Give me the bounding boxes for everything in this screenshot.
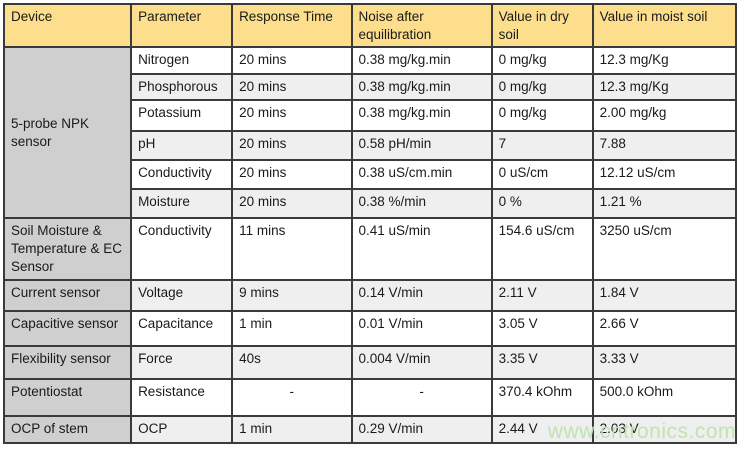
response-time-cell: - xyxy=(231,377,353,417)
table-row: Soil Moisture & Temperature & EC Sensor … xyxy=(2,216,738,281)
parameter-cell: Force xyxy=(130,344,234,380)
header-response-time: Response Time xyxy=(231,2,353,49)
device-cell-potentiostat: Potentiostat xyxy=(2,377,133,417)
dry-value-cell: 3.05 V xyxy=(490,309,594,347)
moist-value-cell: 2.03 V xyxy=(591,414,738,444)
parameter-cell: Voltage xyxy=(130,278,234,312)
dry-value-cell: 0 mg/kg xyxy=(490,98,594,132)
moist-value-cell: 500.0 kOhm xyxy=(591,377,738,417)
dry-value-cell: 154.6 uS/cm xyxy=(490,216,594,281)
dry-value-cell: 3.35 V xyxy=(490,344,594,380)
device-cell-current-sensor: Current sensor xyxy=(2,278,133,312)
table-row: pH 20 mins 0.58 pH/min 7 7.88 xyxy=(4,129,738,161)
header-noise: Noise after equilibration xyxy=(350,2,493,49)
device-cell-ocp-of-stem: OCP of stem xyxy=(2,414,133,444)
noise-cell: 0.58 pH/min xyxy=(350,129,493,161)
device-cell-capacitive-sensor: Capacitive sensor xyxy=(2,309,133,347)
dry-value-cell: 2.44 V xyxy=(490,414,594,444)
table-row: Capacitive sensor Capacitance 1 min 0.01… xyxy=(2,309,738,347)
moist-value-cell: 1.21 % xyxy=(591,187,738,219)
dry-value-cell: 0 uS/cm xyxy=(490,158,594,190)
table-row: Flexibility sensor Force 40s 0.004 V/min… xyxy=(2,344,738,380)
response-time-cell: 11 mins xyxy=(231,216,353,281)
parameter-cell: Nitrogen xyxy=(130,46,234,76)
sensor-comparison-table: Device Parameter Response Time Noise aft… xyxy=(2,2,738,444)
dry-value-cell: 370.4 kOhm xyxy=(490,377,594,417)
parameter-cell: Potassium xyxy=(130,98,234,132)
noise-cell: 0.004 V/min xyxy=(350,344,493,380)
table-row: Conductivity 20 mins 0.38 uS/cm.min 0 uS… xyxy=(4,158,738,190)
dry-value-cell: 0 mg/kg xyxy=(490,46,594,76)
response-time-cell: 20 mins xyxy=(231,98,353,132)
dry-value-cell: 7 xyxy=(490,129,594,161)
parameter-cell: Resistance xyxy=(130,377,234,417)
noise-cell: 0.38 uS/cm.min xyxy=(350,158,493,190)
parameter-cell: pH xyxy=(130,129,234,161)
table-row: 5-probe NPK sensor Nitrogen 20 mins 0.38… xyxy=(2,46,738,219)
response-time-cell: 20 mins xyxy=(231,46,353,76)
noise-cell: 0.14 V/min xyxy=(350,278,493,312)
table-row: Phosphorous 20 mins 0.38 mg/kg.min 0 mg/… xyxy=(4,73,738,101)
parameter-cell: Phosphorous xyxy=(130,73,234,101)
moist-value-cell: 12.3 mg/Kg xyxy=(591,73,738,101)
parameter-cell: Moisture xyxy=(130,187,234,219)
noise-cell: - xyxy=(350,377,493,417)
moist-value-cell: 2.00 mg/kg xyxy=(591,98,738,132)
noise-cell: 0.38 mg/kg.min xyxy=(350,46,493,76)
device-cell-5-probe-npk-sensor: 5-probe NPK sensor xyxy=(2,46,133,219)
device-cell-soil-moisture-temperature-ec-sensor: Soil Moisture & Temperature & EC Sensor xyxy=(2,216,133,281)
table-row: Moisture 20 mins 0.38 %/min 0 % 1.21 % xyxy=(4,187,738,219)
noise-cell: 0.41 uS/min xyxy=(350,216,493,281)
header-device: Device xyxy=(2,2,133,49)
noise-cell: 0.38 mg/kg.min xyxy=(350,98,493,132)
moist-value-cell: 1.84 V xyxy=(591,278,738,312)
parameter-cell: Capacitance xyxy=(130,309,234,347)
noise-cell: 0.01 V/min xyxy=(350,309,493,347)
response-time-cell: 20 mins xyxy=(231,129,353,161)
header-value-moist: Value in moist soil xyxy=(591,2,738,49)
table-row: OCP of stem OCP 1 min 0.29 V/min 2.44 V … xyxy=(2,414,738,444)
parameter-cell: OCP xyxy=(130,414,234,444)
parameter-cell: Conductivity xyxy=(130,158,234,190)
response-time-cell: 1 min xyxy=(231,414,353,444)
moist-value-cell: 3250 uS/cm xyxy=(591,216,738,281)
response-time-cell: 9 mins xyxy=(231,278,353,312)
noise-cell: 0.38 %/min xyxy=(350,187,493,219)
moist-value-cell: 2.66 V xyxy=(591,309,738,347)
moist-value-cell: 7.88 xyxy=(591,129,738,161)
header-value-dry: Value in dry soil xyxy=(490,2,594,49)
table-row: Current sensor Voltage 9 mins 0.14 V/min… xyxy=(2,278,738,312)
table-row: Potassium 20 mins 0.38 mg/kg.min 0 mg/kg… xyxy=(4,98,738,132)
device-cell-flexibility-sensor: Flexibility sensor xyxy=(2,344,133,380)
response-time-cell: 40s xyxy=(231,344,353,380)
parameter-cell: Conductivity xyxy=(130,216,234,281)
dry-value-cell: 2.11 V xyxy=(490,278,594,312)
table-row: Potentiostat Resistance - - 370.4 kOhm 5… xyxy=(2,377,738,417)
response-time-cell: 20 mins xyxy=(231,73,353,101)
response-time-cell: 20 mins xyxy=(231,158,353,190)
header-row: Device Parameter Response Time Noise aft… xyxy=(2,2,738,49)
header-parameter: Parameter xyxy=(130,2,234,49)
noise-cell: 0.29 V/min xyxy=(350,414,493,444)
dry-value-cell: 0 mg/kg xyxy=(490,73,594,101)
noise-cell: 0.38 mg/kg.min xyxy=(350,73,493,101)
moist-value-cell: 3.33 V xyxy=(591,344,738,380)
dry-value-cell: 0 % xyxy=(490,187,594,219)
moist-value-cell: 12.12 uS/cm xyxy=(591,158,738,190)
response-time-cell: 20 mins xyxy=(231,187,353,219)
response-time-cell: 1 min xyxy=(231,309,353,347)
moist-value-cell: 12.3 mg/Kg xyxy=(591,46,738,76)
